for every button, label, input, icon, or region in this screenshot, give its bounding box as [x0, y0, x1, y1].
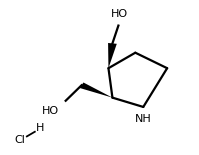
- Text: Cl: Cl: [15, 135, 25, 145]
- Text: HO: HO: [111, 9, 128, 19]
- Text: HO: HO: [42, 106, 59, 116]
- Text: H: H: [36, 123, 44, 133]
- Polygon shape: [108, 43, 117, 68]
- Polygon shape: [80, 82, 112, 98]
- Text: NH: NH: [135, 114, 152, 124]
